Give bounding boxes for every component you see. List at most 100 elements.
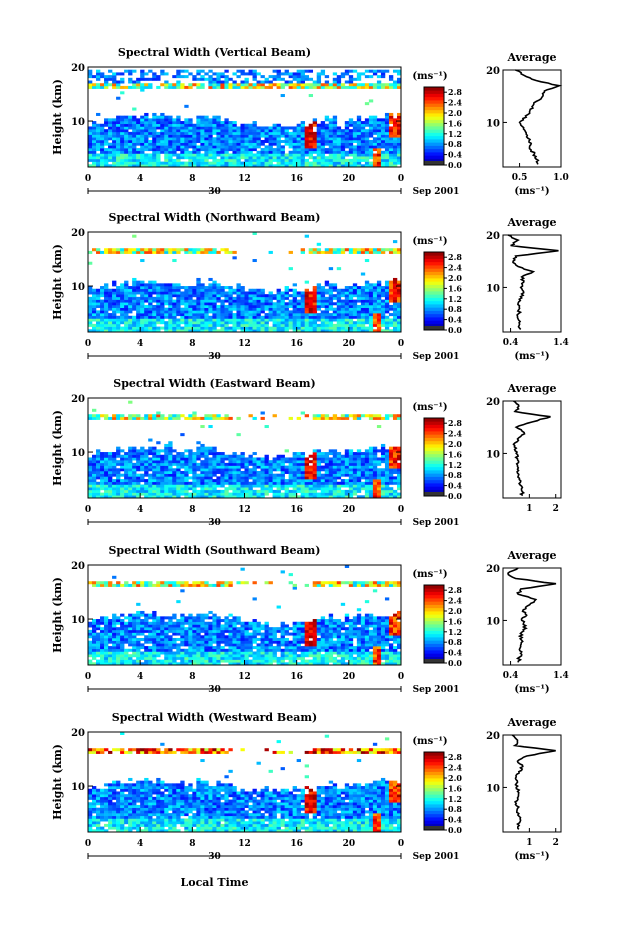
- heatmap-cell: [136, 465, 141, 469]
- heatmap-cell: [272, 315, 277, 319]
- heatmap-cell: [124, 118, 129, 122]
- heatmap-cell: [108, 164, 113, 168]
- heatmap-cell: [396, 492, 402, 496]
- heatmap-cell: [168, 304, 173, 308]
- heatmap-cell: [308, 310, 314, 314]
- heatmap-cell: [372, 156, 378, 160]
- heatmap-cell: [328, 250, 334, 254]
- heatmap-cell: [116, 142, 121, 146]
- heatmap-cell: [348, 315, 354, 319]
- heatmap-cell: [184, 85, 189, 89]
- heatmap-cell: [252, 452, 257, 456]
- heatmap-cell: [176, 492, 181, 496]
- heatmap-cell: [296, 161, 301, 165]
- x-tick-label: 16: [290, 505, 303, 515]
- heatmap-cell: [108, 460, 113, 464]
- heatmap-cell: [88, 476, 93, 480]
- heatmap-cell: [164, 454, 169, 458]
- heatmap-cell: [336, 145, 342, 149]
- heatmap-cell: [152, 121, 157, 125]
- heatmap-cell: [360, 457, 366, 461]
- heatmap-cell: [172, 315, 177, 319]
- heatmap-cell: [196, 465, 201, 469]
- heatmap-cell: [156, 294, 161, 298]
- heatmap-cell: [328, 460, 334, 464]
- heatmap-cell: [204, 468, 209, 472]
- heatmap-cell: [200, 134, 205, 138]
- heatmap-cell: [112, 635, 117, 639]
- heatmap-cell: [224, 80, 229, 84]
- heatmap-cell: [208, 307, 213, 311]
- heatmap-cell: [96, 452, 101, 456]
- colorbar-tick-label: 0.0: [448, 491, 462, 501]
- heatmap-cell: [144, 323, 149, 327]
- heatmap-cell: [316, 454, 322, 458]
- heatmap-cell: [288, 313, 293, 317]
- heatmap-cell: [276, 313, 281, 317]
- heatmap-cell: [176, 307, 181, 311]
- heatmap-cell: [252, 470, 257, 474]
- heatmap-cell: [128, 619, 133, 623]
- heatmap-cell: [100, 156, 105, 160]
- heatmap-cell: [168, 83, 173, 87]
- heatmap-cell: [164, 495, 169, 499]
- heatmap-cell: [276, 487, 281, 491]
- heatmap-cell: [100, 75, 105, 79]
- heatmap-cell: [212, 286, 217, 290]
- heatmap-cell: [192, 307, 197, 311]
- heatmap-cell: [340, 310, 346, 314]
- colorbar-segment: [424, 476, 444, 481]
- heatmap-cell: [276, 484, 281, 488]
- heatmap-cell: [388, 248, 394, 252]
- heatmap-cell: [308, 77, 314, 81]
- heatmap-cell: [320, 468, 326, 472]
- heatmap-cell: [108, 134, 113, 138]
- heatmap-cell: [328, 286, 334, 290]
- heatmap-cell: [344, 69, 350, 73]
- heatmap-cell: [256, 288, 261, 292]
- heatmap-cell: [372, 462, 378, 466]
- heatmap-cell: [284, 80, 289, 84]
- heatmap-cell: [160, 313, 165, 317]
- heatmap-cell: [204, 315, 209, 319]
- heatmap-cell: [316, 85, 322, 89]
- heatmap-cell: [356, 315, 362, 319]
- heatmap-cell: [164, 462, 169, 466]
- heatmap-cell: [184, 323, 189, 327]
- heatmap-cell: [280, 454, 285, 458]
- heatmap-cell: [156, 288, 161, 292]
- heatmap-cell: [208, 137, 213, 141]
- heatmap-cell: [184, 296, 189, 300]
- heatmap-cell: [296, 457, 301, 461]
- heatmap-cell: [124, 302, 129, 306]
- heatmap-cell: [336, 77, 342, 81]
- heatmap-cell: [164, 134, 169, 138]
- heatmap-cell: [196, 145, 201, 149]
- heatmap-cell: [204, 454, 209, 458]
- heatmap-cell: [164, 164, 169, 168]
- heatmap-cell: [384, 462, 390, 466]
- heatmap-cell: [128, 118, 133, 122]
- heatmap-cell: [352, 248, 358, 252]
- heatmap-cell: [164, 323, 169, 327]
- heatmap-cell: [200, 137, 205, 141]
- heatmap-cell: [312, 321, 318, 325]
- heatmap-cell: [392, 454, 398, 458]
- heatmap-cell: [212, 470, 217, 474]
- heatmap-cell: [96, 495, 101, 499]
- heatmap-cell: [260, 304, 265, 308]
- heatmap-cell: [252, 481, 257, 485]
- heatmap-cell: [104, 323, 109, 327]
- heatmap-cell: [240, 296, 245, 300]
- heatmap-cell: [120, 134, 125, 138]
- heatmap-cell: [140, 88, 145, 92]
- heatmap-cell: [232, 302, 237, 306]
- heatmap-cell: [152, 468, 157, 472]
- heatmap-cell: [288, 294, 293, 298]
- heatmap-cell: [140, 637, 145, 641]
- heatmap-cell: [360, 452, 366, 456]
- heatmap-cell: [276, 296, 281, 300]
- heatmap-cell: [240, 288, 245, 292]
- heatmap-cell: [268, 468, 273, 472]
- heatmap-cell: [356, 307, 362, 311]
